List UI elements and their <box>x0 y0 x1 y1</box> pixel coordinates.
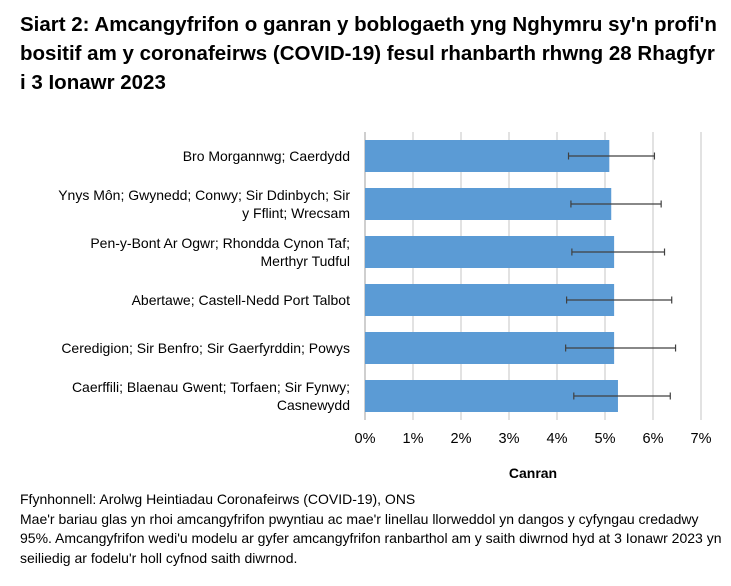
footnote: Mae'r bariau glas yn rhoi amcangyfrifon … <box>20 510 722 566</box>
x-tick-label: 1% <box>403 431 424 447</box>
category-label: Caerffili; Blaenau Gwent; Torfaen; Sir F… <box>72 379 350 413</box>
category-label: Ynys Môn; Gwynedd; Conwy; Sir Ddinbych; … <box>58 187 350 221</box>
x-tick-label: 4% <box>547 431 568 447</box>
x-tick-label: 5% <box>595 431 616 447</box>
x-tick-label: 2% <box>451 431 472 447</box>
category-label: Pen-y-Bont Ar Ogwr; Rhondda Cynon Taf; Me… <box>90 235 350 269</box>
chart-title: Siart 2: Amcangyfrifon o ganran y boblog… <box>20 13 717 94</box>
x-tick-label: 3% <box>499 431 520 447</box>
x-axis-label: Canran <box>508 465 558 481</box>
x-tick-label: 7% <box>691 431 712 447</box>
x-tick-label: 0% <box>355 431 376 447</box>
x-tick-label: 6% <box>643 431 664 447</box>
category-label: Abertawe; Castell-Nedd Port Talbot <box>132 292 351 308</box>
source-note: Ffynhonnell: Arolwg Heintiadau Coronafei… <box>20 491 416 507</box>
chart-notes: Ffynhonnell: Arolwg Heintiadau Coronafei… <box>20 490 725 568</box>
category-label: Bro Morgannwg; Caerdydd <box>183 148 350 164</box>
category-label: Ceredigion; Sir Benfro; Sir Gaerfyrddin;… <box>61 340 350 356</box>
bar <box>365 188 612 220</box>
